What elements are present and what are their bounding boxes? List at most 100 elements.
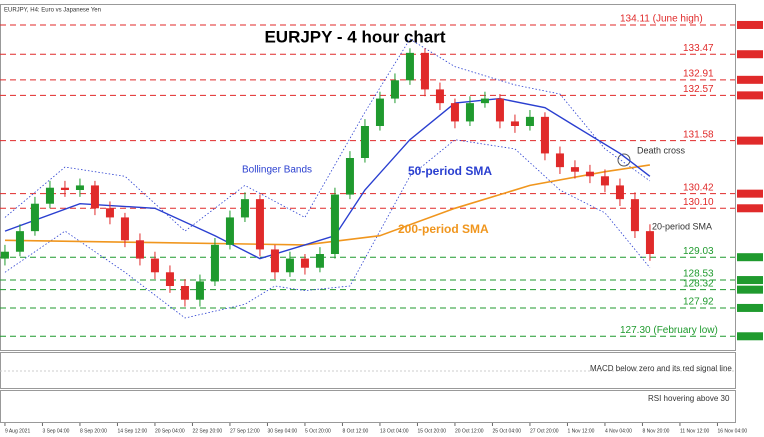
- candle-body: [255, 199, 264, 250]
- x-tick-label: 14 Sep 12:00: [117, 428, 147, 434]
- candle-body: [0, 251, 9, 259]
- candle-body: [525, 116, 534, 126]
- axis-level-box: [737, 75, 763, 84]
- candle-body: [450, 103, 459, 122]
- candle-body: [465, 103, 474, 122]
- candle-body: [630, 199, 639, 232]
- axis-level-box: [737, 204, 763, 213]
- candle-body: [105, 208, 114, 218]
- candle-body: [15, 231, 24, 252]
- bollinger-label: Bollinger Bands: [242, 165, 312, 176]
- x-tick-label: 27 Oct 20:00: [530, 428, 559, 434]
- x-tick-label: 8 Oct 12:00: [342, 428, 368, 434]
- sma200-label: 200-period SMA: [398, 222, 489, 236]
- level-label: 134.11 (June high): [620, 14, 703, 25]
- axis-level-box: [737, 91, 763, 100]
- bollinger-lower: [4, 139, 651, 319]
- candle-body: [90, 185, 99, 209]
- level-label: 129.03: [683, 246, 714, 257]
- death-cross-label: Death cross: [637, 145, 686, 155]
- x-tick-label: 13 Oct 04:00: [380, 428, 409, 434]
- axis-level-box: [737, 136, 763, 145]
- x-tick-label: 20 Oct 12:00: [455, 428, 484, 434]
- candle-body: [600, 176, 609, 186]
- x-tick-label: 11 Nov 12:00: [680, 428, 710, 434]
- x-tick-label: 3 Sep 04:00: [42, 428, 69, 434]
- x-tick-label: 27 Sep 12:00: [230, 428, 260, 434]
- level-label: 127.30 (February low): [620, 325, 718, 336]
- x-tick-label: 1 Nov 12:00: [567, 428, 594, 434]
- candle-body: [645, 231, 654, 254]
- candle-body: [480, 98, 489, 104]
- sma20-label: 20-period SMA: [652, 221, 712, 231]
- candle-body: [375, 98, 384, 126]
- candle-body: [390, 80, 399, 99]
- level-label: 128.53: [683, 269, 714, 280]
- level-label: 127.92: [683, 297, 714, 308]
- level-label: 130.10: [683, 197, 714, 208]
- candle-body: [165, 272, 174, 286]
- x-tick-label: 9 Aug 2021: [5, 428, 31, 434]
- axis-level-box: [737, 332, 763, 341]
- candle-body: [330, 194, 339, 254]
- candle-body: [30, 203, 39, 232]
- candle-body: [225, 217, 234, 245]
- candle-body: [555, 153, 564, 168]
- candle-body: [540, 116, 549, 154]
- candle-body: [180, 286, 189, 300]
- candle-body: [75, 185, 84, 190]
- level-label: 128.32: [683, 278, 714, 289]
- candle-body: [240, 199, 249, 218]
- candle-body: [315, 254, 324, 268]
- candle-body: [150, 258, 159, 273]
- x-tick-label: 4 Nov 04:00: [605, 428, 632, 434]
- rsi-label: RSI hovering above 30: [648, 394, 730, 403]
- candle-body: [570, 167, 579, 172]
- x-tick-label: 22 Sep 20:00: [192, 428, 222, 434]
- candle-body: [285, 258, 294, 273]
- axis-level-box: [737, 20, 763, 29]
- axis-level-box: [737, 276, 763, 285]
- candle-body: [435, 89, 444, 104]
- candle-body: [210, 244, 219, 282]
- level-label: 133.47: [683, 43, 714, 54]
- candle-body: [405, 52, 414, 81]
- axis-level-box: [737, 189, 763, 198]
- candle-body: [345, 158, 354, 195]
- level-label: 130.42: [683, 182, 714, 193]
- axis-level-box: [737, 303, 763, 312]
- candle-body: [360, 126, 369, 158]
- candle-body: [195, 281, 204, 300]
- candle-body: [135, 240, 144, 259]
- sma50-label: 50-period SMA: [408, 164, 492, 178]
- level-label: 131.58: [683, 129, 714, 140]
- candle-body: [60, 187, 69, 190]
- x-tick-label: 20 Sep 04:00: [155, 428, 185, 434]
- death-cross-marker: [617, 153, 631, 167]
- candle-body: [585, 171, 594, 177]
- axis-level-box: [737, 50, 763, 59]
- x-tick-label: 5 Oct 20:00: [305, 428, 331, 434]
- chart-title: EURJPY - 4 hour chart: [264, 27, 445, 46]
- x-tick-label: 16 Nov 04:00: [717, 428, 747, 434]
- main-pane: [0, 4, 736, 351]
- candle-body: [45, 187, 54, 204]
- axis-level-box: [737, 285, 763, 294]
- candle-body: [270, 249, 279, 273]
- sma50-line: [4, 97, 651, 260]
- chart-header: EURJPY, H4: Euro vs Japanese Yen: [4, 8, 101, 14]
- axis-level-box: [737, 253, 763, 262]
- level-label: 132.57: [683, 84, 714, 95]
- candle-body: [495, 98, 504, 122]
- candle-body: [510, 121, 519, 126]
- x-tick-label: 8 Sep 20:00: [80, 428, 107, 434]
- x-tick-label: 25 Oct 04:00: [492, 428, 521, 434]
- candle-body: [300, 258, 309, 268]
- x-tick-label: 30 Sep 04:00: [267, 428, 297, 434]
- x-tick-label: 15 Oct 20:00: [417, 428, 446, 434]
- candle-body: [420, 52, 429, 90]
- candle-body: [615, 185, 624, 200]
- rsi-pane: [0, 390, 736, 423]
- x-tick-label: 8 Nov 20:00: [642, 428, 669, 434]
